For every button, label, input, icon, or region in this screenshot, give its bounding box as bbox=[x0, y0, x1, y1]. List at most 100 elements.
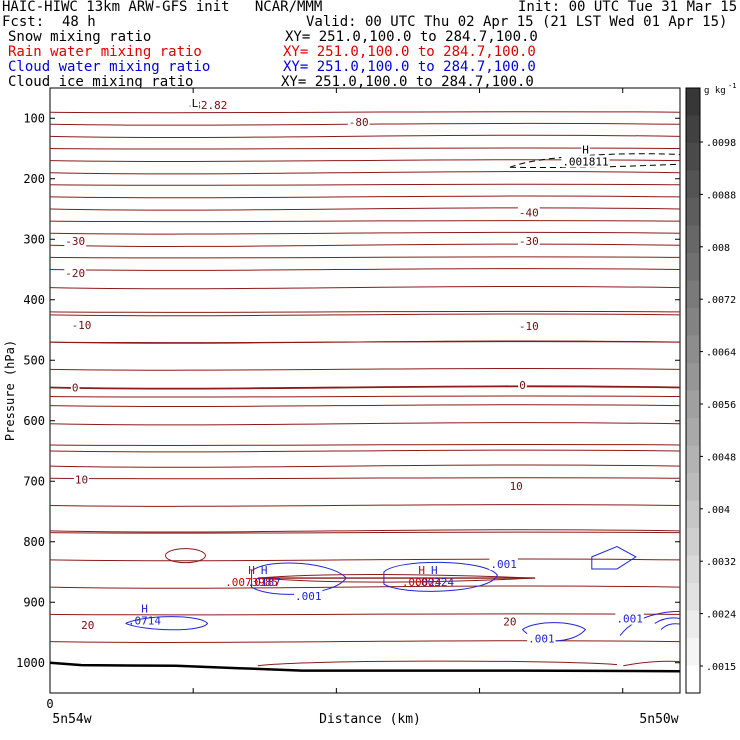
isotherm-label-bg bbox=[70, 381, 80, 394]
colorbar-band bbox=[686, 583, 700, 611]
field-snow-name: Snow mixing ratio bbox=[8, 29, 152, 45]
colorbar-band bbox=[686, 473, 700, 501]
isotherm-label: 20 bbox=[81, 619, 94, 632]
cloud-water-label-bg bbox=[489, 558, 518, 571]
x-tick-label: 0 bbox=[46, 697, 53, 711]
rain-contour bbox=[623, 660, 681, 667]
terrain-line bbox=[49, 661, 681, 673]
isotherm-line bbox=[49, 195, 681, 199]
low-marker-bg bbox=[190, 97, 200, 110]
isotherm-line bbox=[49, 111, 681, 114]
colorbar-tick-label: .0056 bbox=[706, 400, 736, 411]
isotherm-line bbox=[49, 207, 681, 211]
field-cloud-water-xy: XY= 251.0,100.0 to 284.7,100.0 bbox=[283, 59, 536, 75]
colorbar-band bbox=[686, 638, 700, 666]
y-tick-label: 800 bbox=[23, 535, 45, 549]
y-tick-label: 700 bbox=[23, 474, 45, 488]
colorbar-tick-label: .0088 bbox=[706, 190, 736, 201]
isotherm-line bbox=[49, 231, 681, 235]
cloud-water-contour bbox=[251, 562, 347, 595]
isotherm-line bbox=[49, 147, 681, 150]
cloud-water-contour bbox=[383, 561, 498, 592]
colorbar-band bbox=[686, 198, 700, 226]
ice-max-value-bg bbox=[561, 155, 610, 168]
isotherm-line bbox=[49, 585, 681, 589]
cloud-water-label: .001 bbox=[616, 613, 643, 626]
ice-max-value: .001811 bbox=[562, 155, 608, 168]
rain-max-value: .00024 bbox=[402, 576, 442, 589]
colorbar-band bbox=[686, 143, 700, 171]
cloud-water-contour bbox=[125, 616, 209, 631]
isotherm-line bbox=[49, 422, 681, 426]
isotherm-label: -80 bbox=[349, 116, 369, 129]
field-cloud-ice-name: Cloud ice mixing ratio bbox=[8, 74, 194, 90]
isotherm-label: -10 bbox=[519, 320, 539, 333]
cloud-water-contour bbox=[660, 623, 681, 630]
colorbar-band bbox=[686, 418, 700, 446]
rain-max-marker: H bbox=[248, 564, 255, 577]
colorbar-tick-label: .0064 bbox=[706, 348, 736, 359]
colorbar-tick-label: .0032 bbox=[706, 557, 736, 568]
isotherm-line bbox=[49, 268, 681, 271]
isotherm-label-bg bbox=[64, 235, 87, 248]
y-tick-label: 300 bbox=[23, 232, 45, 246]
colorbar-unit: g kg bbox=[704, 86, 726, 96]
cloud-water-label-bg bbox=[527, 632, 556, 645]
isotherm-line bbox=[49, 171, 681, 175]
isotherm-line bbox=[49, 558, 681, 562]
colorbar-band bbox=[686, 528, 700, 556]
isotherm-line bbox=[49, 256, 681, 259]
chart-title: HAIC-HIWC 13km ARW-GFS init NCAR/MMM bbox=[2, 0, 323, 15]
field-cloud-ice-xy: XY= 251.0,100.0 to 284.7,100.0 bbox=[281, 74, 534, 90]
cloud-water-label: .001 bbox=[528, 633, 555, 646]
low-marker: L bbox=[192, 97, 199, 110]
cloud-water-label: .001 bbox=[490, 558, 517, 571]
y-axis-label: Pressure (hPa) bbox=[3, 340, 17, 441]
isotherm-line bbox=[49, 640, 681, 643]
ice-max-marker-bg bbox=[581, 143, 590, 156]
forecast-hours: 48 h bbox=[62, 14, 96, 30]
isotherm-label: 0 bbox=[72, 381, 79, 394]
isotherm-label: 10 bbox=[510, 480, 523, 493]
isotherm-label-bg bbox=[502, 615, 518, 628]
colorbar-tick-label: .004 bbox=[706, 505, 730, 516]
cloud-water-max-marker: H bbox=[431, 564, 438, 577]
isotherm-label: -40 bbox=[519, 207, 539, 220]
rain-contour bbox=[257, 577, 536, 583]
cloud-water-max-value: .0714 bbox=[128, 614, 161, 627]
isotherm-label: -30 bbox=[519, 235, 539, 248]
isotherm-line bbox=[49, 313, 681, 317]
isotherm-label-bg bbox=[517, 319, 540, 332]
cloud-water-label-bg bbox=[294, 590, 323, 603]
cloud-water-label-bg bbox=[615, 612, 644, 625]
colorbar-band bbox=[686, 555, 700, 584]
isotherm-line bbox=[49, 310, 681, 313]
cloud-water-contour bbox=[619, 610, 681, 636]
y-tick-label: 100 bbox=[23, 111, 45, 125]
forecast-label: Fcst: bbox=[2, 14, 45, 30]
init-time: Init: 00 UTC Tue 31 Mar 15 bbox=[518, 0, 738, 15]
colorbar-band bbox=[686, 665, 700, 694]
cloud-ice-contour bbox=[509, 153, 681, 169]
cloud-water-max-value: .0187 bbox=[248, 576, 281, 589]
cloud-water-contour bbox=[591, 546, 637, 570]
isotherm-line bbox=[49, 243, 681, 247]
colorbar-band bbox=[686, 390, 700, 419]
cloud-water-contour bbox=[654, 617, 681, 624]
y-tick-label: 200 bbox=[23, 172, 45, 186]
colorbar-tick-label: .0072 bbox=[706, 295, 736, 306]
isotherm-label-bg bbox=[80, 619, 96, 632]
field-rain-xy: XY= 251.0,100.0 to 284.7,100.0 bbox=[283, 44, 536, 60]
isotherm-label: -30 bbox=[65, 235, 85, 248]
isotherm-label: -10 bbox=[72, 319, 92, 332]
isotherm-line bbox=[49, 613, 681, 616]
colorbar-band bbox=[686, 280, 700, 309]
ice-max-marker: H bbox=[582, 143, 589, 156]
isotherm-line bbox=[49, 449, 681, 453]
isotherm-line bbox=[49, 286, 681, 290]
colorbar-tick-label: .008 bbox=[706, 243, 730, 254]
isotherm-label: 0 bbox=[519, 379, 526, 392]
isotherm-label-bg bbox=[518, 379, 527, 392]
cloud-water-max-marker: H bbox=[141, 602, 148, 615]
